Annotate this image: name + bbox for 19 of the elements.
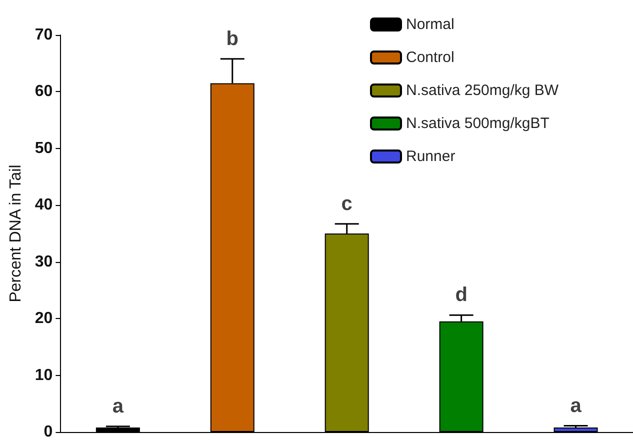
y-tick-label: 50 (34, 140, 53, 157)
legend-label: N.sativa 250mg/kg BW (406, 82, 560, 99)
legend-label: Normal (406, 16, 454, 33)
annotation: a (570, 394, 582, 417)
y-tick-label: 0 (44, 424, 53, 440)
legend-label: Runner (406, 148, 456, 165)
y-tick-label: 30 (34, 253, 53, 270)
annotation: b (226, 28, 238, 50)
legend-label: N.sativa 500mg/kgBT (406, 115, 550, 132)
annotation: c (341, 192, 352, 215)
y-tick-label: 70 (34, 26, 53, 44)
y-tick-label: 40 (34, 196, 53, 214)
y-tick-label: 60 (34, 83, 53, 100)
annotation: a (112, 395, 124, 418)
annotation: d (455, 284, 468, 306)
y-axis-title: Percent DNA in Tail (8, 164, 24, 302)
y-tick-label: 10 (34, 366, 53, 384)
y-tick-label: 20 (34, 310, 53, 328)
legend-label: Control (406, 49, 454, 66)
